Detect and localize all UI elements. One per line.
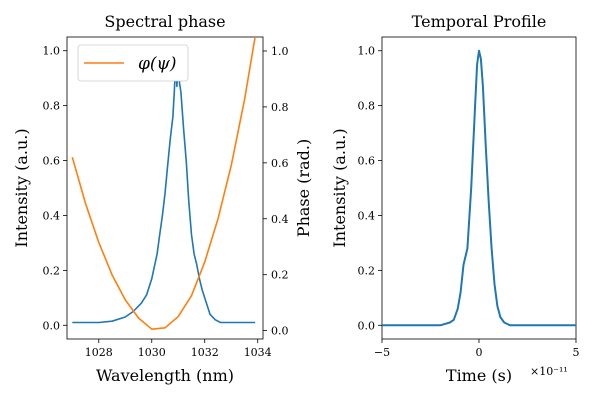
phase-curve-line xyxy=(71,37,256,331)
left-x-tick-label: 1028 xyxy=(85,346,113,359)
temporal-profile-plot: Temporal Profile Time (s) ×10⁻¹¹ Intensi… xyxy=(330,12,580,385)
left-plot-ticks: 1028 1030 1032 1034 0.0 0.2 0.4 0.6 0.8 1.0 0.0 0.2… xyxy=(43,45,289,359)
right-axis-tick-label: 0.0 xyxy=(271,325,289,338)
left-plot-title: Spectral phase xyxy=(104,12,225,31)
right-axis-tick-label: 0.2 xyxy=(271,269,289,282)
right-y-tick-label: 1.0 xyxy=(358,45,376,58)
left-y-tick-label: 0.4 xyxy=(43,209,61,222)
right-y-tick-label: 0.4 xyxy=(358,209,376,222)
spectral-phase-plot: Spectral phase Wavelength (nm) Intensity… xyxy=(12,12,313,385)
left-x-tick-label: 1030 xyxy=(138,346,166,359)
right-axis-tick-label: 0.6 xyxy=(271,157,289,170)
legend-box xyxy=(77,44,189,82)
right-x-offset-label: ×10⁻¹¹ xyxy=(530,365,568,378)
right-y-tick-label: 0.8 xyxy=(358,100,376,113)
left-x-tick-label: 1032 xyxy=(191,346,219,359)
left-x-tick-label: 1034 xyxy=(244,346,272,359)
right-y-axis-label: Phase (rad.) xyxy=(294,139,313,237)
right-axis-tick-label: 1.0 xyxy=(271,45,289,58)
left-y-tick-label: 0.6 xyxy=(43,155,61,168)
right-y-tick-label: 0.6 xyxy=(358,155,376,168)
right-y-tick-label: 0.0 xyxy=(358,319,376,332)
right-axis-tick-label: 0.4 xyxy=(271,213,289,226)
right-plot-frame xyxy=(381,36,577,340)
right-plot-series xyxy=(382,49,576,327)
right-x-tick-label: 5 xyxy=(573,346,580,359)
left-y-tick-label: 0.8 xyxy=(43,100,61,113)
right-y-axis-label: Intensity (a.u.) xyxy=(330,128,349,247)
left-x-axis-label: Wavelength (nm) xyxy=(96,366,234,385)
left-y-tick-label: 1.0 xyxy=(43,45,61,58)
intensity-spectrum-line xyxy=(72,63,256,324)
right-x-tick-label: 0 xyxy=(476,346,483,359)
legend-label: φ(ψ) xyxy=(138,54,177,74)
legend: φ(ψ) xyxy=(77,44,189,82)
temporal-intensity-line xyxy=(382,49,576,327)
right-x-tick-label: −5 xyxy=(374,346,390,359)
right-x-axis-label: Time (s) xyxy=(446,366,512,385)
left-y-tick-label: 0.2 xyxy=(43,264,61,277)
right-y-tick-label: 0.2 xyxy=(358,264,376,277)
right-axis-tick-label: 0.8 xyxy=(271,101,289,114)
right-plot-title: Temporal Profile xyxy=(412,12,547,31)
left-y-tick-label: 0.0 xyxy=(43,319,61,332)
right-plot-ticks: −5 0 5 0.0 0.2 0.4 0.6 0.8 1.0 xyxy=(358,45,580,359)
left-plot-frame xyxy=(66,36,264,340)
left-y-axis-label: Intensity (a.u.) xyxy=(12,128,31,247)
